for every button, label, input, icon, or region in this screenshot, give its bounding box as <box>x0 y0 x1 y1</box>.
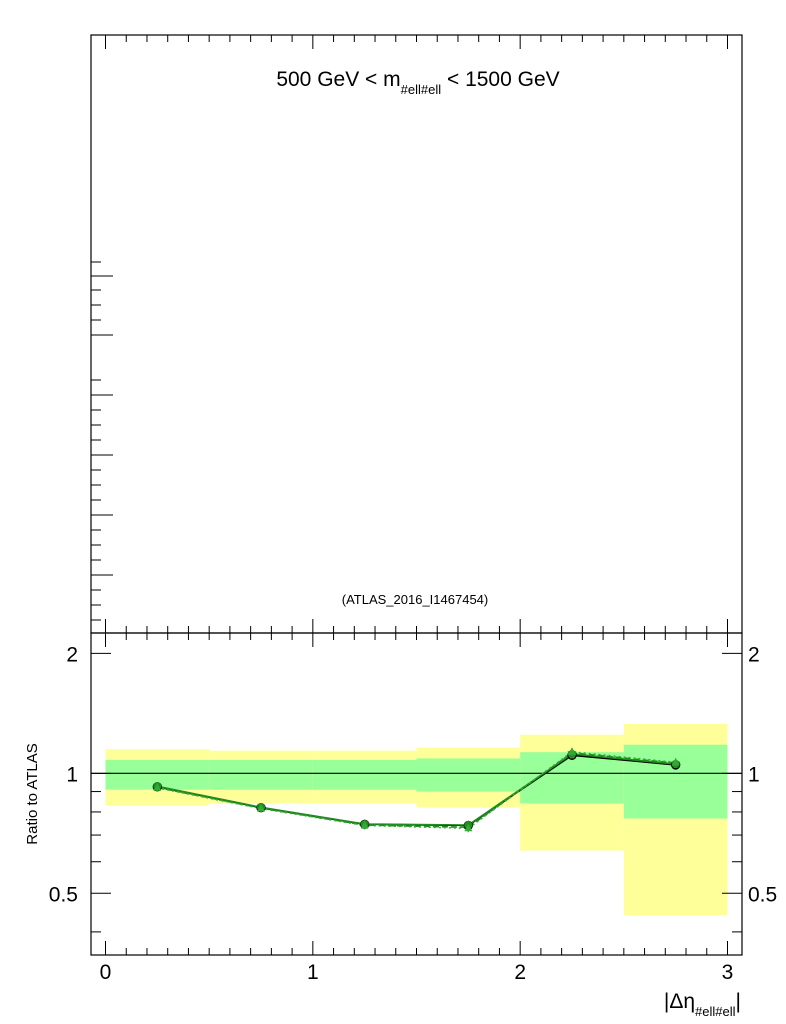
main-axis-ticks <box>91 35 728 633</box>
y-tick-label-right: 0.5 <box>748 883 777 906</box>
y-tick-label-right: 1 <box>748 763 760 786</box>
data-point <box>464 823 473 832</box>
main-frame <box>90 34 743 634</box>
series-line <box>157 751 676 830</box>
x-axis-label: |Δη#ell#ell| <box>664 990 741 1019</box>
x-tick-label: 2 <box>514 961 526 984</box>
series-lines <box>157 751 676 830</box>
data-point <box>671 757 680 766</box>
series-line <box>157 752 676 829</box>
analysis-id-label: (ATLAS_2016_I1467454) <box>342 592 488 607</box>
inner-band-bin <box>416 758 521 792</box>
uncertainty-bands <box>105 723 728 916</box>
y-tick-label-left: 1 <box>66 763 78 786</box>
y-tick-label-right: 2 <box>748 643 760 666</box>
data-point <box>257 804 266 812</box>
data-point <box>153 783 162 791</box>
inner-band-bin <box>623 744 728 819</box>
ratio-tick-labels: 0 1 2 3 0.5 0.5 1 1 2 2 <box>49 643 777 984</box>
x-tick-label: 3 <box>722 961 734 984</box>
y-tick-label-left: 0.5 <box>49 883 78 906</box>
x-tick-label: 0 <box>100 961 112 984</box>
series-line <box>157 753 676 826</box>
x-tick-label: 1 <box>307 961 319 984</box>
y-axis-label: Ratio to ATLAS <box>24 743 41 844</box>
inner-band-bin <box>312 760 417 790</box>
ratio-axis-ticks <box>91 633 742 955</box>
y-tick-label-left: 2 <box>66 643 78 666</box>
ratio-panel: 0 1 2 3 0.5 0.5 1 1 2 2 Ratio to ATLAS |Δη#ell#el… <box>24 632 777 1019</box>
main-title: 500 GeV < m#ell#ell < 1500 GeV <box>276 68 559 97</box>
series-markers <box>152 747 681 833</box>
main-panel: 500 GeV < m#ell#ell < 1500 GeV (ATLAS_20… <box>90 34 743 634</box>
data-point <box>360 820 369 829</box>
inner-band-bin <box>209 760 313 790</box>
data-point <box>567 747 576 755</box>
